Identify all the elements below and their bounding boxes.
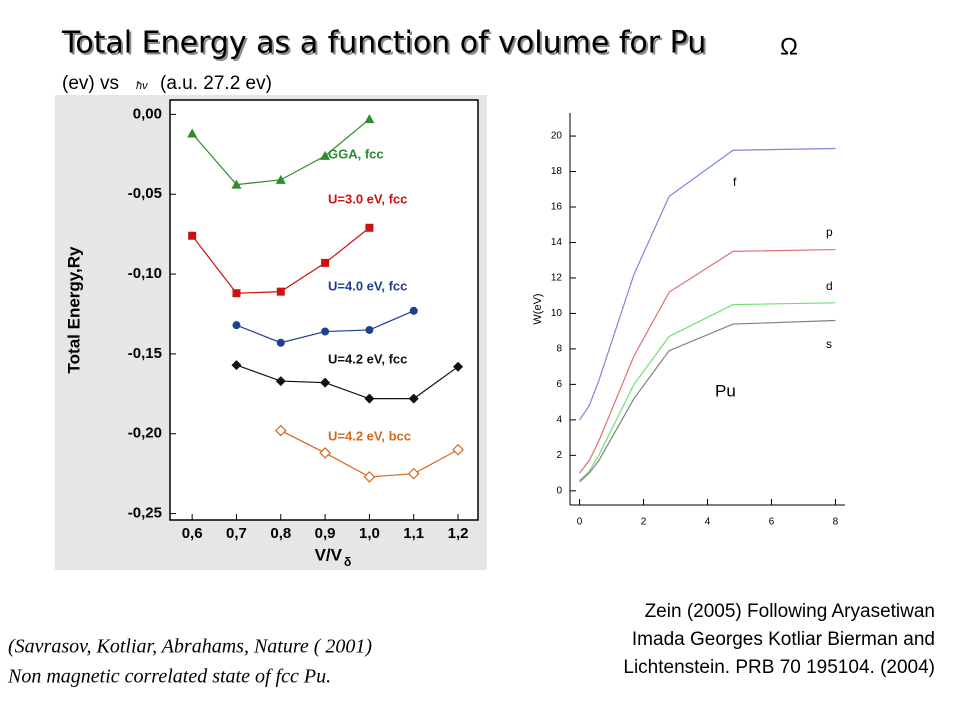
x-tick-label: 1,1 — [403, 525, 424, 542]
marker — [232, 289, 241, 298]
marker — [365, 223, 374, 232]
marker — [275, 376, 286, 387]
marker — [274, 424, 287, 437]
marker — [276, 338, 285, 347]
y-tick-label: 4 — [556, 415, 562, 426]
y-tick-label: -0,05 — [128, 185, 162, 202]
citation: Non magnetic correlated state of fcc Pu. — [7, 666, 331, 688]
y-tick-label: 12 — [551, 273, 563, 284]
source: Imada Georges Kotliar Bierman and — [632, 629, 935, 650]
y-tick-label: 6 — [556, 379, 562, 390]
marker — [231, 179, 242, 189]
subtitle: (ev) vs — [62, 73, 119, 94]
source: Zein (2005) Following Aryasetiwan — [645, 601, 935, 622]
marker — [321, 327, 330, 336]
marker — [453, 361, 464, 372]
y-tick-label: 0 — [556, 485, 562, 496]
x-tick-label: 2 — [641, 517, 647, 528]
y-axis-label: W(eV) — [532, 293, 544, 324]
x-tick-label: 0,9 — [315, 525, 336, 542]
x-tick-label: 0,6 — [182, 525, 203, 542]
citation: (Savrasov, Kotliar, Abrahams, Nature ( 2… — [8, 636, 372, 658]
y-tick-label: -0,10 — [128, 265, 162, 282]
series-label: d — [826, 279, 833, 293]
title-shadow: Total Energy as a function of volume for… — [63, 28, 708, 63]
series-label: p — [826, 225, 833, 239]
marker — [321, 258, 330, 267]
annotation: Pu — [715, 381, 736, 400]
x-tick-label: 0,8 — [270, 525, 291, 542]
subtitle: (a.u. 27.2 ev) — [160, 73, 272, 94]
marker — [364, 393, 375, 404]
marker — [452, 443, 464, 456]
y-tick-label: 0,00 — [133, 105, 162, 122]
x-axis-label: V/V — [315, 545, 343, 564]
marker — [409, 306, 418, 315]
x-axis-label-sub: δ — [344, 555, 351, 569]
series-label: U=3.0 eV, fcc — [328, 191, 407, 206]
marker — [408, 393, 419, 404]
marker — [319, 447, 331, 459]
series-label: U=4.2 eV, bcc — [328, 428, 411, 443]
series-line — [236, 364, 459, 400]
y-tick-label: 14 — [551, 237, 563, 248]
series-label: f — [733, 175, 737, 189]
x-tick-label: 0 — [577, 517, 583, 528]
x-tick-label: 1,0 — [359, 525, 380, 542]
marker — [275, 174, 286, 184]
series-label: GGA, fcc — [328, 146, 384, 161]
x-tick-label: 0,7 — [226, 525, 247, 542]
series-line — [579, 302, 836, 481]
marker — [407, 467, 420, 480]
marker — [364, 114, 375, 124]
series-line — [579, 248, 836, 474]
y-tick-label: 10 — [551, 308, 563, 319]
y-tick-label: 20 — [551, 131, 563, 142]
marker — [276, 287, 285, 296]
y-axis-label: Total Energy,Ry — [64, 246, 83, 373]
series-label: U=4.2 eV, fcc — [328, 351, 407, 366]
subtitle-symbol: ħν — [136, 80, 148, 92]
y-tick-label: 18 — [551, 166, 563, 177]
y-tick-label: 8 — [556, 344, 562, 355]
marker — [320, 377, 331, 388]
y-tick-label: -0,15 — [128, 345, 162, 362]
title-symbol: Ω — [780, 33, 798, 60]
series-label: U=4.0 eV, fcc — [328, 278, 407, 293]
series-line — [579, 319, 836, 483]
title: Total Energy as a function of volume for… — [61, 26, 706, 61]
x-tick-label: 8 — [833, 517, 839, 528]
marker — [188, 231, 197, 240]
y-tick-label: -0,25 — [128, 505, 162, 522]
marker — [187, 128, 198, 138]
series-label: s — [826, 337, 832, 351]
source: Lichtenstein. PRB 70 195104. (2004) — [623, 657, 935, 678]
y-tick-label: 16 — [551, 202, 563, 213]
x-tick-label: 6 — [769, 517, 775, 528]
marker — [363, 471, 376, 483]
marker — [365, 325, 374, 334]
y-tick-label: -0,20 — [128, 425, 162, 442]
x-tick-label: 1,2 — [448, 525, 469, 542]
marker — [231, 360, 242, 371]
marker — [320, 150, 331, 160]
x-tick-label: 4 — [705, 517, 711, 528]
y-tick-label: 2 — [556, 450, 562, 461]
marker — [232, 321, 241, 330]
series-line — [579, 147, 836, 421]
